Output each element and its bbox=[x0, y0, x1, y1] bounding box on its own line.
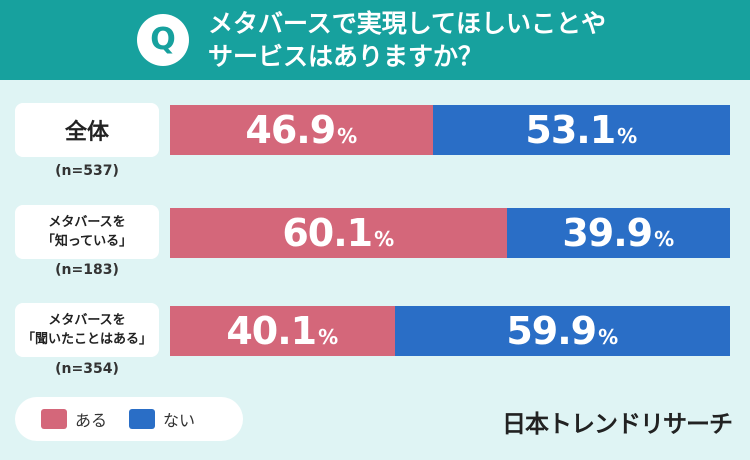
stacked-bar: 60.1% 39.9% bbox=[170, 208, 730, 258]
row-label-heard: メタバースを 「聞いたことはある」 bbox=[15, 303, 159, 357]
data-label-unit: % bbox=[598, 325, 619, 349]
row-label-line1: メタバースを bbox=[48, 313, 126, 328]
legend-label-yes: ある bbox=[75, 411, 108, 430]
legend-label-no: ない bbox=[163, 411, 196, 430]
data-label-value: 53.1 bbox=[525, 108, 616, 152]
legend-item-no: ない bbox=[129, 407, 195, 431]
row-label-line2: 「知っている」 bbox=[41, 234, 133, 249]
bar-segment-yes: 40.1% bbox=[170, 306, 395, 356]
legend-item-yes: ある bbox=[41, 407, 107, 431]
bar-segment-yes: 46.9% bbox=[170, 105, 433, 155]
stacked-bar: 46.9% 53.1% bbox=[170, 105, 730, 155]
data-label-value: 39.9 bbox=[562, 211, 653, 255]
row-n-know: (n=183) bbox=[55, 262, 119, 278]
question-title-line2: サービスはありますか？ bbox=[208, 42, 484, 71]
question-title-line1: メタバースで実現してほしいことや bbox=[208, 9, 607, 38]
row-label-line2: 「聞いたことはある」 bbox=[21, 332, 152, 347]
data-label-unit: % bbox=[374, 227, 395, 251]
data-label-unit: % bbox=[654, 227, 675, 251]
q-badge: Q bbox=[137, 14, 189, 66]
row-n-total: (n=537) bbox=[55, 163, 119, 179]
bar-segment-no: 59.9% bbox=[394, 306, 730, 356]
legend: ある ない bbox=[15, 397, 243, 441]
legend-swatch-no bbox=[129, 409, 156, 429]
row-label-total: 全体 bbox=[15, 103, 159, 157]
data-label-value: 60.1 bbox=[282, 211, 373, 255]
data-label-value: 40.1 bbox=[226, 309, 317, 353]
row-label-know: メタバースを 「知っている」 bbox=[15, 205, 159, 259]
data-label-value: 59.9 bbox=[506, 309, 597, 353]
legend-swatch-yes bbox=[41, 409, 67, 429]
bar-segment-no: 53.1% bbox=[432, 105, 730, 155]
data-label-unit: % bbox=[617, 124, 638, 148]
row-label-line1: メタバースを bbox=[48, 215, 126, 230]
row-label-text: 全体 bbox=[64, 120, 109, 145]
data-label-unit: % bbox=[318, 325, 339, 349]
stacked-bar: 40.1% 59.9% bbox=[170, 306, 730, 356]
brand-logo-text: 日本トレンドリサーチ bbox=[502, 410, 733, 438]
data-label-value: 46.9 bbox=[245, 108, 336, 152]
bar-segment-yes: 60.1% bbox=[170, 208, 507, 258]
row-n-heard: (n=354) bbox=[55, 361, 119, 377]
bar-segment-no: 39.9% bbox=[506, 208, 730, 258]
question-title: メタバースで実現してほしいことや サービスはありますか？ bbox=[208, 7, 728, 73]
data-label-unit: % bbox=[337, 124, 358, 148]
header-banner: Q メタバースで実現してほしいことや サービスはありますか？ bbox=[0, 0, 750, 80]
